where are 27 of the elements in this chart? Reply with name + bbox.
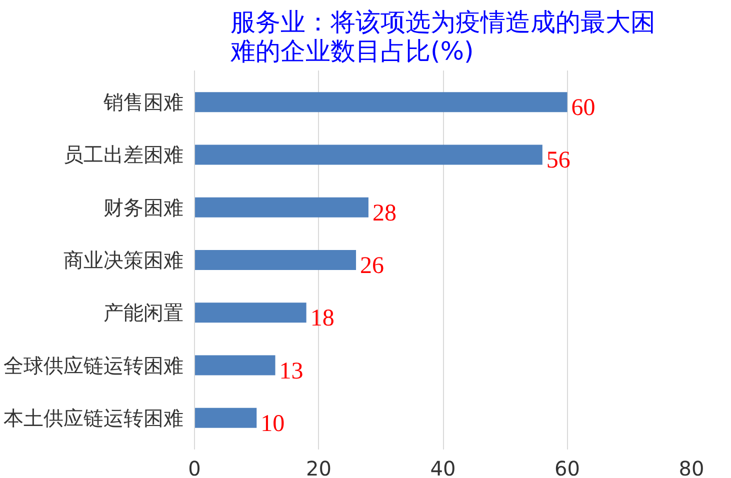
data-label: 26 xyxy=(360,253,384,279)
data-label: 60 xyxy=(571,95,596,122)
bar xyxy=(194,408,257,428)
data-label: 56 xyxy=(546,148,570,174)
y-tick-label: 销售困难 xyxy=(102,90,184,114)
data-label: 28 xyxy=(372,200,396,226)
x-tick-label: 20 xyxy=(306,456,332,478)
y-tick-label: 员工出差困难 xyxy=(64,142,184,167)
x-tick-label: 0 xyxy=(188,456,201,478)
data-label: 13 xyxy=(279,358,304,384)
x-tick-label: 60 xyxy=(554,456,580,478)
y-tick-label: 财务困难 xyxy=(104,195,184,220)
bar xyxy=(194,92,568,112)
x-tick-label: 80 xyxy=(678,456,704,478)
chart-title: 服务业：将该项选为疫情造成的最大困难的企业数目占比(%) xyxy=(230,8,656,66)
bar xyxy=(194,144,542,165)
data-label: 10 xyxy=(260,410,285,437)
y-tick-label: 本土供应链运转困难 xyxy=(4,406,184,430)
data-label: 18 xyxy=(310,306,334,332)
y-tick-label: 商业决策困难 xyxy=(64,248,184,272)
bar xyxy=(194,250,356,270)
y-tick-label: 全球供应链运转困难 xyxy=(4,353,184,378)
x-tick-label: 40 xyxy=(430,456,456,478)
bar xyxy=(194,197,368,218)
bar xyxy=(194,355,276,376)
y-tick-label: 产能闲置 xyxy=(104,300,184,325)
bar xyxy=(194,302,306,323)
